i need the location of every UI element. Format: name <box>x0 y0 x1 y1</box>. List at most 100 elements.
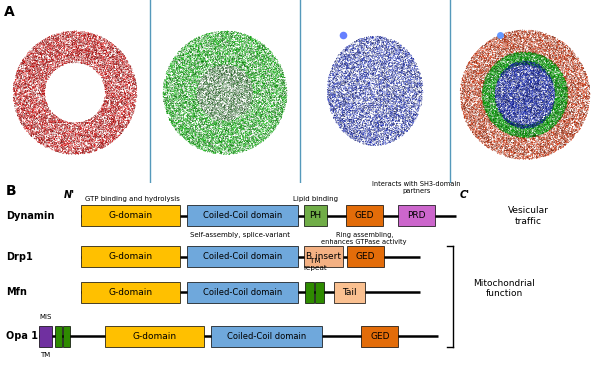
Point <box>258 94 268 100</box>
Point <box>494 68 503 74</box>
Point <box>247 117 257 123</box>
Point <box>569 66 579 72</box>
Point <box>262 115 272 121</box>
Point <box>50 121 60 127</box>
Point <box>560 123 569 129</box>
Point <box>484 137 494 143</box>
Point <box>503 36 512 42</box>
Point <box>194 142 204 148</box>
Point <box>230 42 239 48</box>
Point <box>218 97 228 103</box>
Point <box>236 127 245 133</box>
Point <box>106 101 116 107</box>
Point <box>334 86 343 92</box>
Point <box>496 42 506 47</box>
Point <box>17 70 26 76</box>
Point <box>236 65 246 71</box>
Point <box>227 110 236 115</box>
Point <box>336 91 346 97</box>
Point <box>210 111 220 117</box>
Point <box>224 38 234 44</box>
Point <box>512 61 521 66</box>
Point <box>178 88 187 94</box>
Point <box>256 95 265 101</box>
Point <box>197 59 207 65</box>
Point <box>528 60 538 66</box>
Point <box>415 89 424 95</box>
Point <box>214 70 223 76</box>
Point <box>64 146 74 152</box>
Point <box>170 59 180 65</box>
Point <box>372 134 382 140</box>
Point <box>119 92 128 98</box>
Point <box>497 127 506 133</box>
Point <box>516 44 526 50</box>
Point <box>538 51 548 57</box>
Point <box>413 97 422 103</box>
Point <box>521 130 531 135</box>
Point <box>499 125 508 131</box>
Point <box>530 151 540 157</box>
Point <box>10 103 20 109</box>
Point <box>531 59 541 65</box>
Point <box>524 55 533 61</box>
Point <box>177 58 187 64</box>
Point <box>550 133 560 139</box>
Point <box>524 133 533 139</box>
Point <box>333 119 343 125</box>
Point <box>505 110 515 116</box>
Point <box>544 95 553 101</box>
Point <box>98 42 108 48</box>
Point <box>572 73 581 78</box>
Point <box>542 128 552 134</box>
Point <box>275 111 285 116</box>
Point <box>328 91 338 97</box>
Point <box>237 119 247 124</box>
Point <box>351 55 361 61</box>
Point <box>534 113 544 119</box>
Point <box>50 126 59 132</box>
Point <box>53 35 62 41</box>
Point <box>45 124 55 130</box>
Point <box>211 130 221 136</box>
Point <box>551 70 561 76</box>
Point <box>170 124 179 130</box>
Point <box>406 62 415 68</box>
Point <box>535 31 545 36</box>
Point <box>41 55 50 61</box>
Point <box>118 121 128 127</box>
Point <box>332 68 342 74</box>
Point <box>568 125 578 131</box>
Point <box>99 64 109 70</box>
Point <box>17 112 27 118</box>
Point <box>474 124 484 130</box>
Point <box>392 63 402 69</box>
Point <box>553 65 562 71</box>
Point <box>499 82 509 88</box>
Point <box>482 114 492 119</box>
Point <box>391 93 401 99</box>
Point <box>204 129 214 135</box>
Point <box>44 65 53 70</box>
Point <box>173 51 182 57</box>
Point <box>211 110 221 115</box>
Point <box>575 116 584 122</box>
Point <box>375 112 385 118</box>
Point <box>125 95 134 100</box>
Point <box>468 119 478 124</box>
Point <box>489 84 499 90</box>
Point <box>511 67 520 73</box>
Point <box>215 40 225 46</box>
Point <box>350 55 360 61</box>
Point <box>494 74 503 80</box>
Point <box>60 41 70 46</box>
Point <box>104 123 113 129</box>
Point <box>526 74 535 80</box>
Point <box>220 105 229 111</box>
Point <box>220 76 229 82</box>
Point <box>55 118 65 123</box>
Point <box>365 45 375 51</box>
Point <box>216 88 226 93</box>
Point <box>34 70 44 76</box>
Point <box>406 59 415 65</box>
